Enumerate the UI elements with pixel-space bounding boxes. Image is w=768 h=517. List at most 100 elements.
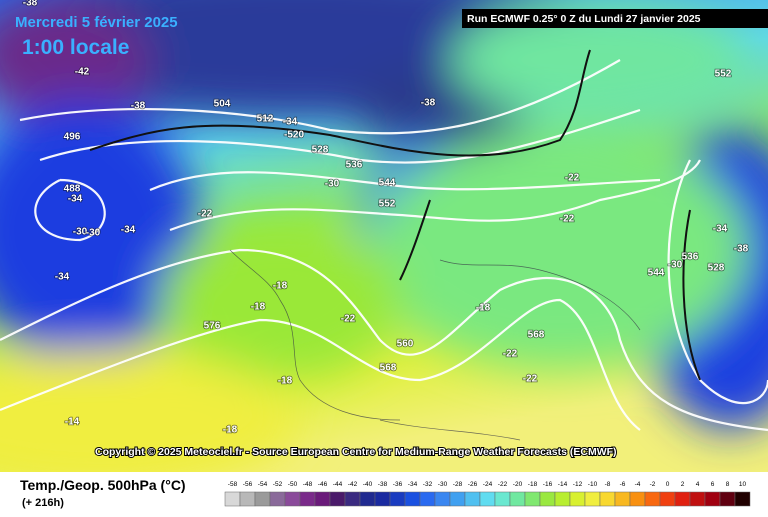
contour-label: -22 bbox=[198, 209, 213, 220]
scale-label: -6 bbox=[620, 481, 626, 488]
scale-label: 8 bbox=[726, 481, 730, 488]
scale-label: -48 bbox=[303, 481, 313, 488]
contour-label: 544 bbox=[379, 178, 396, 189]
contour-label: -18 bbox=[251, 302, 266, 313]
contour-label: -34 bbox=[121, 225, 136, 236]
contour-label: 488 bbox=[64, 184, 81, 195]
scale-label: -46 bbox=[318, 481, 328, 488]
scale-swatch bbox=[239, 491, 256, 507]
scale-swatch bbox=[434, 491, 451, 507]
scale-label: -50 bbox=[288, 481, 298, 488]
scale-swatch bbox=[719, 491, 736, 507]
contour-label: 568 bbox=[528, 330, 545, 341]
scale-swatch bbox=[569, 491, 586, 507]
scale-label: -36 bbox=[393, 481, 403, 488]
scale-label: -16 bbox=[543, 481, 553, 488]
scale-swatch bbox=[404, 491, 421, 507]
scale-swatch bbox=[314, 491, 331, 507]
scale-swatch bbox=[659, 491, 676, 507]
scale-label: -18 bbox=[528, 481, 538, 488]
scale-swatch bbox=[689, 491, 706, 507]
contour-label: 512 bbox=[257, 114, 274, 125]
local-time: 1:00 locale bbox=[22, 36, 129, 59]
scale-label: -32 bbox=[423, 481, 433, 488]
scale-label: -8 bbox=[605, 481, 611, 488]
contour-label: -18 bbox=[223, 425, 238, 436]
contour-label: -34 bbox=[55, 272, 70, 283]
scale-swatch bbox=[374, 491, 391, 507]
scale-swatch bbox=[449, 491, 466, 507]
scale-label: -12 bbox=[573, 481, 583, 488]
scale-label: -4 bbox=[635, 481, 641, 488]
scale-swatch bbox=[479, 491, 496, 507]
scale-swatch bbox=[269, 491, 286, 507]
scale-swatch bbox=[299, 491, 316, 507]
contour-label: 536 bbox=[346, 160, 363, 171]
scale-label: -40 bbox=[363, 481, 373, 488]
contour-label: -34 bbox=[713, 224, 728, 235]
scale-swatch bbox=[359, 491, 376, 507]
contour-label: -42 bbox=[75, 67, 90, 78]
run-box bbox=[462, 9, 768, 28]
scale-swatch bbox=[584, 491, 601, 507]
contour-label: 528 bbox=[312, 145, 329, 156]
scale-swatch bbox=[389, 491, 406, 507]
contour-label: 552 bbox=[379, 199, 396, 210]
contour-label: 528 bbox=[708, 263, 725, 274]
scale-label: -20 bbox=[513, 481, 523, 488]
scale-label: 10 bbox=[739, 481, 747, 488]
scale-swatch bbox=[674, 491, 691, 507]
contour-label: -22 bbox=[503, 349, 518, 360]
color-scale: -58 -56 -54 -52 -50 -48 -46 -44 -42 -40 -38 -36 -34-… bbox=[224, 481, 751, 507]
contour-label: 560 bbox=[397, 339, 414, 350]
scale-label: -34 bbox=[408, 481, 418, 488]
contour-label: -38 bbox=[421, 98, 436, 109]
scale-label: -56 bbox=[243, 481, 253, 488]
contour-label: -22 bbox=[565, 173, 580, 184]
contour-label: -22 bbox=[560, 214, 575, 225]
contour-label: -38 bbox=[23, 0, 38, 9]
scale-swatch bbox=[254, 491, 271, 507]
scale-swatch bbox=[224, 491, 241, 507]
scale-label: -52 bbox=[273, 481, 283, 488]
contour-label: 552 bbox=[715, 69, 732, 80]
contour-label: 576 bbox=[204, 321, 221, 332]
scale-label: -42 bbox=[348, 481, 358, 488]
scale-label: -22 bbox=[498, 481, 508, 488]
run-info: Run ECMWF 0.25° 0 Z du Lundi 27 janvier … bbox=[467, 13, 701, 25]
map-field bbox=[0, 0, 768, 490]
scale-label: -58 bbox=[228, 481, 238, 488]
scale-label: -14 bbox=[558, 481, 568, 488]
contour-label: 536 bbox=[682, 252, 699, 263]
contour-label: -520 bbox=[284, 130, 304, 141]
scale-label: -2 bbox=[650, 481, 656, 488]
scale-swatch bbox=[509, 491, 526, 507]
scale-swatch bbox=[524, 491, 541, 507]
footer-title: Temp./Geop. 500hPa (°C) bbox=[20, 477, 186, 493]
contour-label: -18 bbox=[278, 376, 293, 387]
contour-label: 496 bbox=[64, 132, 81, 143]
scale-label: -38 bbox=[378, 481, 388, 488]
contour-label: -18 bbox=[273, 281, 288, 292]
contour-label: -30 bbox=[86, 228, 101, 239]
scale-label: -24 bbox=[483, 481, 493, 488]
scale-swatch bbox=[419, 491, 436, 507]
contour-label: 568 bbox=[380, 363, 397, 374]
contour-label: -38 bbox=[734, 244, 749, 255]
scale-swatch bbox=[329, 491, 346, 507]
contour-label: -30 bbox=[73, 227, 88, 238]
scale-label: -28 bbox=[453, 481, 463, 488]
contour-label: -34 bbox=[283, 117, 298, 128]
scale-swatch bbox=[599, 491, 616, 507]
scale-swatch bbox=[704, 491, 721, 507]
copyright: Copyright © 2025 Meteociel.fr - Source E… bbox=[95, 446, 617, 458]
scale-label: -44 bbox=[333, 481, 343, 488]
scale-swatch bbox=[629, 491, 646, 507]
scale-label: -26 bbox=[468, 481, 478, 488]
scale-swatch bbox=[644, 491, 661, 507]
scale-label: 0 bbox=[666, 481, 670, 488]
contour-label: -22 bbox=[523, 374, 538, 385]
scale-label: 2 bbox=[681, 481, 685, 488]
